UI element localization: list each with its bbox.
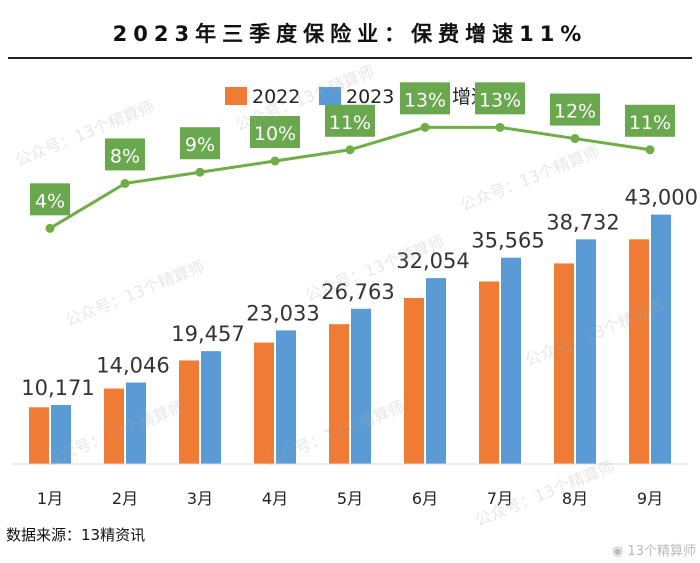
growth-label: 10% <box>254 123 296 145</box>
chart-title: 2023年三季度保险业：保费增速11% <box>112 22 588 46</box>
bar-2023 <box>276 330 296 464</box>
bar-2023 <box>351 308 371 464</box>
bar-value-label: 35,565 <box>471 229 544 253</box>
bar-2022 <box>254 342 274 464</box>
bar-value-label: 19,457 <box>171 322 244 346</box>
x-tick-label: 2月 <box>112 489 138 508</box>
bar-2022 <box>104 388 124 464</box>
growth-marker <box>570 134 580 144</box>
bar-2022 <box>329 324 349 464</box>
bar-2023 <box>426 278 446 464</box>
growth-label: 13% <box>404 89 446 111</box>
bar-2023 <box>501 257 521 464</box>
bar-2023 <box>576 239 596 464</box>
growth-marker <box>645 145 655 155</box>
title-underline <box>8 57 692 59</box>
bar-2022 <box>629 239 649 464</box>
legend-swatch-2022 <box>225 87 247 105</box>
bar-value-label: 10,171 <box>21 376 94 400</box>
growth-marker <box>495 122 505 132</box>
bar-2022 <box>479 281 499 464</box>
growth-label-box <box>550 93 600 126</box>
weibo-watermark-text: 13个精算师 <box>627 544 696 559</box>
x-tick-label: 4月 <box>262 489 288 508</box>
x-tick-label: 6月 <box>412 489 438 508</box>
growth-label: 11% <box>629 112 671 134</box>
bar-2023 <box>126 382 146 464</box>
legend: 2022 2023 增速 <box>225 86 490 108</box>
bar-2022 <box>404 298 424 464</box>
growth-label-box <box>180 127 220 160</box>
growth-label-box <box>250 116 300 148</box>
x-tick-label: 5月 <box>337 489 363 508</box>
growth-label: 12% <box>554 101 596 123</box>
x-tick-label: 8月 <box>562 489 588 508</box>
bar-value-label: 14,046 <box>96 354 169 378</box>
growth-series <box>45 122 655 233</box>
growth-label: 4% <box>35 190 65 212</box>
weibo-icon: ◉ <box>611 544 628 559</box>
growth-label-box <box>475 82 525 115</box>
bar-2023 <box>651 214 671 464</box>
growth-label-box <box>400 82 450 115</box>
growth-label: 11% <box>329 112 371 134</box>
growth-label-box <box>105 138 145 171</box>
growth-label: 9% <box>185 134 215 156</box>
bar-value-label: 43,000 <box>625 186 698 210</box>
growth-marker <box>270 156 280 166</box>
x-tick-label: 9月 <box>637 489 663 508</box>
growth-label-box <box>325 104 375 137</box>
legend-label-2022: 2022 <box>252 86 300 108</box>
x-tick-label: 1月 <box>37 489 63 508</box>
bar-2023 <box>201 351 221 464</box>
growth-marker <box>45 223 55 233</box>
x-tick-label: 7月 <box>487 489 513 508</box>
growth-marker <box>345 145 355 155</box>
growth-label: 8% <box>110 145 140 167</box>
weibo-watermark: ◉ 13个精算师 <box>612 540 696 559</box>
bar-2022 <box>554 263 574 464</box>
bar-2023 <box>51 405 71 464</box>
x-tick-labels: 1月 2月 3月 4月 5月 6月 7月 8月 9月 <box>37 489 663 508</box>
bar-value-label: 32,054 <box>396 249 469 273</box>
bar-value-label: 26,763 <box>321 280 394 304</box>
bar-value-label: 38,732 <box>546 210 619 234</box>
bar-value-label: 23,033 <box>246 301 319 325</box>
legend-swatch-2023 <box>319 87 341 105</box>
legend-label-2023: 2023 <box>346 86 394 108</box>
data-source-note: 数据来源：13精资讯 <box>6 526 146 544</box>
growth-label-box <box>625 104 675 137</box>
bar-series <box>29 214 671 464</box>
bar-value-labels: 10,17114,04619,45723,03326,76332,05435,5… <box>21 186 698 400</box>
growth-label-box <box>30 183 70 216</box>
bar-2022 <box>29 407 49 464</box>
x-tick-label: 3月 <box>187 489 213 508</box>
growth-marker <box>120 178 130 188</box>
growth-value-labels: 4% 8% 9% 10% 11% 13% 13% 12% 11% <box>30 82 675 216</box>
bar-2022 <box>179 360 199 464</box>
growth-label: 13% <box>479 89 521 111</box>
growth-marker <box>420 122 430 132</box>
growth-marker <box>195 167 205 177</box>
